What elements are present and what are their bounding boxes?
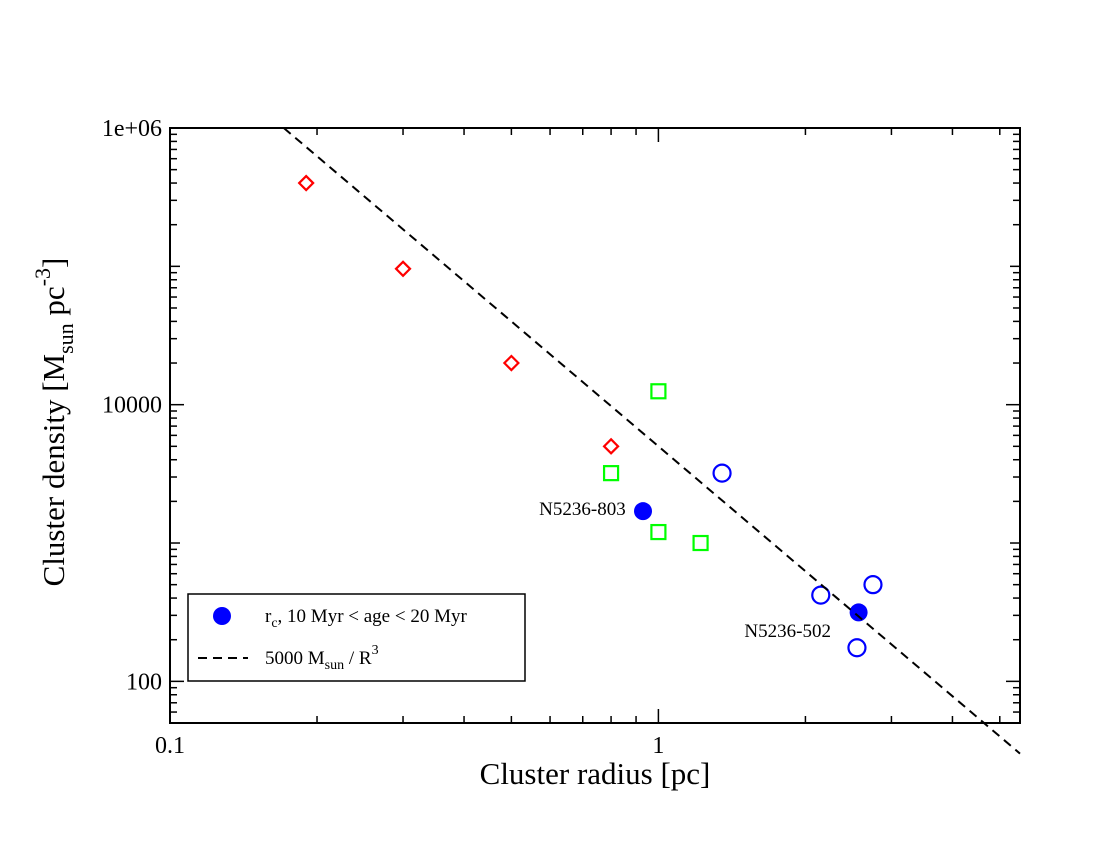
- data-point-blue-open-circle: [863, 575, 883, 595]
- y-tick-label: 10000: [102, 393, 162, 419]
- x-tick-label: 1: [652, 733, 664, 759]
- legend-label-fit-sub: sun: [325, 658, 344, 673]
- data-point-red-diamond: [297, 174, 315, 192]
- y-axis-title-end: ]: [36, 258, 71, 268]
- plot-data: [283, 127, 1021, 755]
- data-point-red-diamond: [394, 260, 412, 278]
- data-point-red-diamond: [602, 437, 620, 455]
- y-axis-title-sub: sun: [53, 323, 78, 354]
- y-tick-label: 1e+06: [102, 116, 162, 142]
- legend-label-fit: 5000 Msun / R3: [265, 643, 379, 673]
- x-tick-label: 0.1: [155, 733, 185, 759]
- legend-label-rc-rest: , 10 Myr < age < 20 Myr: [278, 606, 468, 627]
- data-point-blue-filled-circle: [634, 502, 653, 521]
- fit-line-5000-over-r-cubed: [283, 127, 1021, 755]
- legend-label-fit-main: 5000 M: [265, 648, 325, 669]
- data-point-blue-open-circle: [811, 585, 831, 605]
- legend-label-rc-main: r: [265, 606, 272, 627]
- data-point-blue-filled-circle: [849, 603, 868, 622]
- plot-frame: [169, 127, 1021, 724]
- data-point-green-square: [650, 383, 667, 400]
- annotations: N5236-803 N5236-502: [539, 499, 831, 642]
- data-point-green-square: [650, 523, 667, 541]
- legend-marker-filled-circle: [213, 607, 231, 625]
- legend-label-rc: rc, 10 Myr < age < 20 Myr: [265, 606, 467, 631]
- data-point-green-square: [602, 465, 620, 482]
- tick-labels: 0.1 1 100 10000 1e+06: [102, 116, 665, 759]
- data-point-blue-open-circle: [847, 638, 867, 658]
- y-axis-title-mid: pc: [36, 286, 71, 323]
- y-axis-title-sup: -3: [30, 268, 55, 286]
- annotation-n5236-502: N5236-502: [744, 621, 831, 642]
- legend: rc, 10 Myr < age < 20 Myr 5000 Msun / R3: [187, 593, 526, 682]
- y-axis-title: Cluster density [Msun pc-3]: [30, 258, 78, 587]
- y-axis-title-main: Cluster density [M: [36, 354, 71, 587]
- legend-label-fit-rest: / R: [344, 648, 372, 669]
- legend-label-rc-sub: c: [271, 616, 277, 631]
- annotation-n5236-803: N5236-803: [539, 499, 626, 520]
- data-point-red-diamond: [502, 354, 520, 372]
- legend-box: [187, 593, 526, 682]
- axis-ticks: [169, 127, 1020, 724]
- y-tick-label: 100: [126, 669, 162, 695]
- x-axis-title: Cluster radius [pc]: [480, 756, 711, 791]
- legend-label-fit-sup: 3: [372, 643, 379, 658]
- data-point-green-square: [692, 534, 709, 552]
- data-point-blue-open-circle: [712, 463, 732, 483]
